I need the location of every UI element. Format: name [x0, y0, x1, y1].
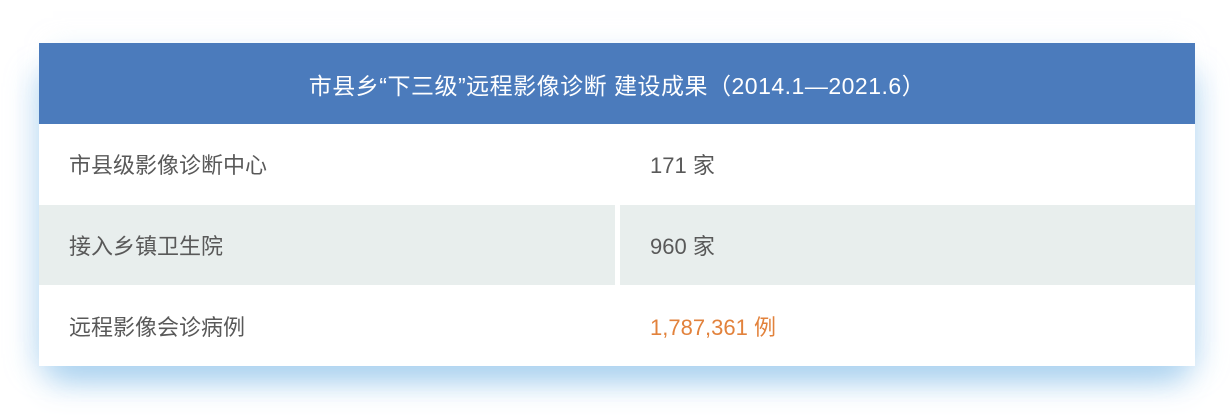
row-label-township-hospitals: 接入乡镇卫生院 [39, 204, 615, 286]
row-label-remote-consultation-cases: 远程影像会诊病例 [39, 285, 615, 367]
table-row: 市县级影像诊断中心 171 家 [39, 124, 1195, 205]
stats-table-card: 市县乡“下三级”远程影像诊断 建设成果（2014.1—2021.6） 市县级影像… [39, 43, 1195, 367]
table-row: 接入乡镇卫生院 960 家 [39, 204, 1195, 286]
table-title: 市县乡“下三级”远程影像诊断 建设成果（2014.1—2021.6） [39, 43, 1195, 124]
table-row: 远程影像会诊病例 1,787,361 例 [39, 285, 1195, 367]
row-value-township-hospitals: 960 家 [620, 204, 1195, 286]
row-value-diagnosis-centers: 171 家 [620, 124, 1195, 205]
row-value-remote-consultation-cases: 1,787,361 例 [620, 285, 1195, 367]
row-label-diagnosis-centers: 市县级影像诊断中心 [39, 124, 615, 205]
